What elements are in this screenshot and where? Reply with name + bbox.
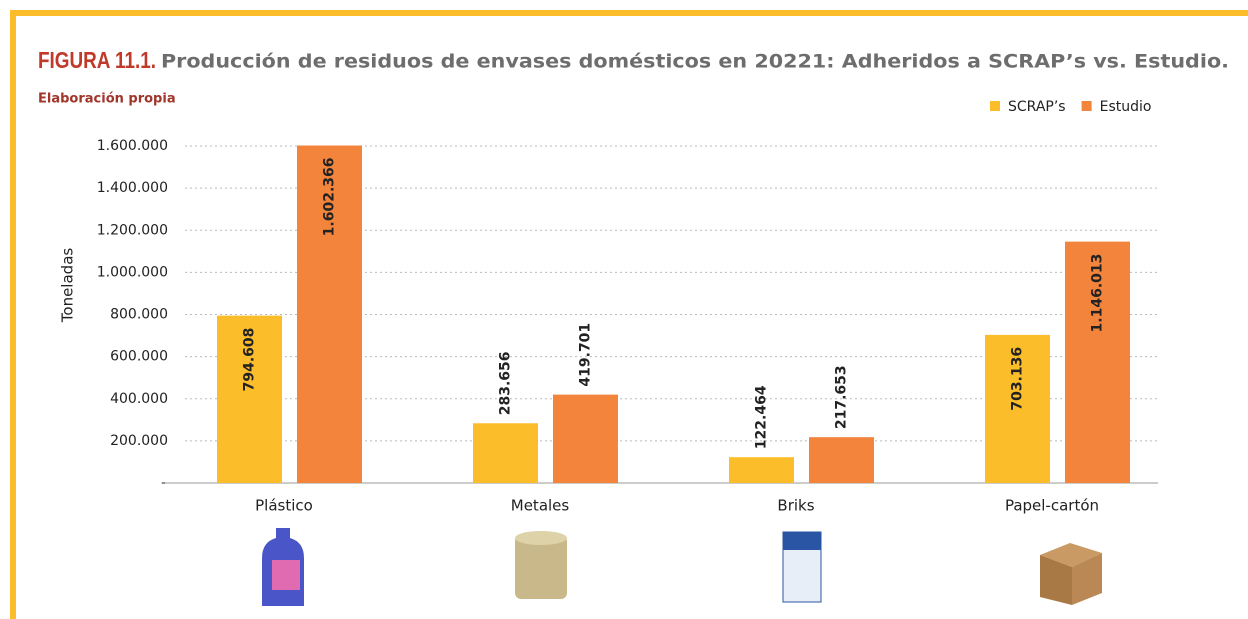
y-axis-label: Toneladas	[59, 248, 77, 324]
data-label: 419.701	[578, 323, 594, 387]
y-tick-label: 400.000	[110, 391, 168, 407]
x-tick-label: Metales	[511, 497, 570, 515]
figure-number: FIGURA 11.1.	[38, 47, 156, 73]
subtitle: Elaboración propia	[38, 92, 176, 107]
icon-box-right	[1072, 553, 1102, 605]
data-label: 122.464	[754, 385, 770, 449]
icon-bottle-label	[272, 560, 300, 590]
icon-can	[515, 535, 567, 599]
bar	[297, 145, 362, 484]
bar	[729, 457, 794, 483]
icon-box-top	[1040, 543, 1102, 567]
x-tick-label: Papel-cartón	[1005, 497, 1099, 515]
y-tick-label: 800.000	[110, 307, 168, 323]
bar	[1065, 241, 1130, 483]
y-tick-label: 1.600.000	[97, 138, 168, 154]
bar	[217, 315, 282, 483]
data-label: 794.608	[242, 328, 258, 392]
bar	[473, 423, 538, 483]
y-tick-label: 1.000.000	[97, 264, 168, 280]
y-tick-label: 1.400.000	[97, 180, 168, 196]
data-label: 283.656	[498, 351, 514, 415]
y-tick-label: 1.200.000	[97, 222, 168, 238]
legend-label: SCRAP’s	[1008, 99, 1066, 115]
frame-top	[10, 10, 1248, 16]
chart-title: Producción de residuos de envases domést…	[161, 51, 1229, 73]
frame-left	[10, 10, 16, 619]
x-tick-label: Plástico	[255, 497, 313, 515]
icon-can-top	[515, 531, 567, 545]
data-label: 1.146.013	[1090, 254, 1106, 333]
y-tick-label: 200.000	[110, 433, 168, 449]
data-label: 217.653	[834, 365, 850, 429]
y-tick-label: –	[161, 475, 168, 491]
icon-box-left	[1040, 555, 1072, 605]
legend-swatch	[990, 101, 1000, 111]
bar	[985, 334, 1050, 483]
data-label: 1.602.366	[322, 158, 338, 237]
x-tick-label: Briks	[777, 497, 814, 515]
y-tick-label: 600.000	[110, 349, 168, 365]
icon-brik-top	[783, 532, 821, 550]
legend-label: Estudio	[1100, 99, 1152, 115]
bar	[809, 437, 874, 483]
legend-swatch	[1081, 101, 1092, 111]
icons	[262, 528, 1102, 606]
data-label: 703.136	[1010, 347, 1026, 411]
bar	[553, 394, 618, 483]
